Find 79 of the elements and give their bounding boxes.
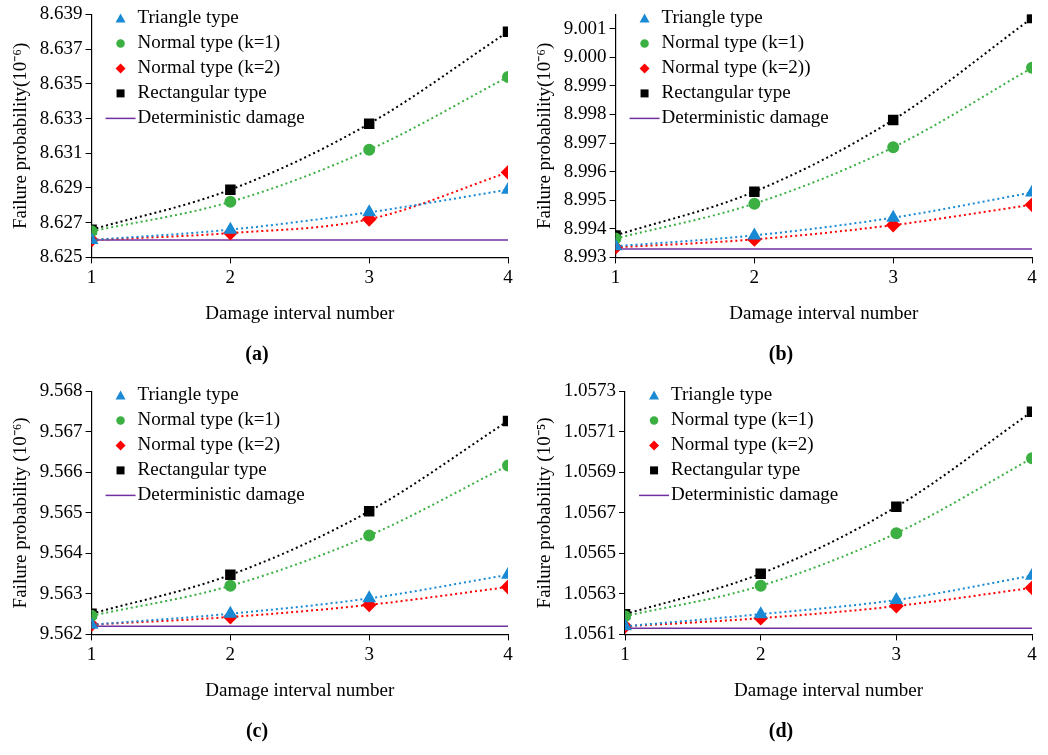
legend-label: Normal type (k=1): [661, 31, 805, 54]
y-tick-label: 9.564: [39, 541, 84, 563]
legend-label: Rectangular type: [137, 81, 267, 103]
legend-label: Normal type (k=2)): [661, 56, 811, 79]
y-tick-label: 9.568: [39, 379, 83, 401]
x-axis-title: Damage interval number: [205, 301, 395, 323]
legend-label: Deterministic damage: [137, 106, 305, 128]
y-tick-label: 1.0571: [563, 419, 617, 441]
legend-label: Normal type (k=1): [137, 408, 281, 431]
y-tick-label: 1.0561: [563, 622, 617, 644]
y-tick-label: 8.998: [563, 102, 607, 124]
y-tick-label: 8.639: [39, 2, 83, 24]
y-tick-label: 8.637: [39, 37, 83, 59]
y-tick-label: 8.625: [39, 245, 83, 267]
y-tick-label: 8.993: [563, 245, 607, 267]
x-tick-label: 2: [225, 265, 236, 287]
y-tick-label: 9.565: [39, 500, 83, 522]
x-tick-label: 2: [749, 265, 760, 287]
x-tick-label: 3: [891, 642, 902, 664]
x-tick-label: 3: [888, 265, 898, 287]
x-tick-label: 3: [364, 265, 374, 287]
legend-label: Normal type (k=2): [137, 433, 281, 456]
x-tick-label: 4: [503, 642, 514, 664]
x-tick-label: 1: [86, 265, 97, 287]
legend-label: Deterministic damage: [137, 483, 305, 505]
x-tick-label: 1: [86, 642, 97, 664]
y-axis-title: Failure probability(10⁻⁶): [9, 42, 32, 230]
legend-label: Triangle type: [661, 6, 763, 28]
text: (d): [768, 719, 794, 743]
y-tick-label: 9.567: [39, 419, 83, 441]
legend-label: Triangle type: [671, 383, 773, 405]
legend-label: Triangle type: [137, 383, 239, 405]
y-tick-label: 8.996: [563, 159, 607, 181]
x-tick-label: 4: [503, 265, 514, 287]
y-axis-title: Failure probability (10⁻⁶): [9, 417, 32, 609]
x-tick-label: 1: [610, 265, 621, 287]
legend-label: Normal type (k=2): [137, 56, 281, 79]
y-tick-label: 9.562: [39, 622, 83, 644]
y-tick-label: 9.563: [39, 581, 83, 603]
x-axis-title: Damage interval number: [205, 678, 395, 700]
y-tick-label: 8.627: [39, 210, 83, 232]
y-tick-label: 8.995: [563, 188, 607, 210]
y-tick-label: 8.635: [39, 71, 83, 93]
y-tick-label: 9.000: [563, 45, 607, 67]
legend-label: Normal type (k=1): [671, 408, 814, 431]
y-tick-label: 8.633: [39, 106, 83, 128]
y-tick-label: 8.999: [563, 73, 607, 95]
y-tick-label: 8.629: [39, 175, 83, 197]
y-tick-label: 9.566: [39, 460, 83, 482]
y-tick-label: 1.0573: [563, 379, 617, 401]
y-tick-label: 1.0565: [563, 541, 617, 563]
legend-label: Normal type (k=1): [137, 31, 281, 54]
y-axis-title: Failure probability (10⁻⁵): [533, 417, 556, 609]
y-tick-label: 1.0569: [563, 460, 617, 482]
text: (c): [245, 719, 269, 743]
y-tick-label: 8.631: [39, 141, 83, 163]
y-tick-label: 8.997: [563, 131, 607, 153]
x-tick-label: 4: [1027, 642, 1038, 664]
y-tick-label: 8.994: [563, 216, 608, 238]
legend-label: Normal type (k=2): [671, 433, 814, 456]
text: (a): [245, 342, 269, 366]
legend-label: Rectangular type: [671, 458, 801, 480]
legend-label: Triangle type: [137, 6, 239, 28]
y-axis-title: Failure probability(10⁻⁶): [533, 42, 556, 230]
x-tick-label: 4: [1027, 265, 1038, 287]
legend-label: Rectangular type: [137, 458, 267, 480]
x-tick-label: 2: [225, 642, 236, 664]
legend-label: Deterministic damage: [671, 483, 839, 505]
y-tick-label: 1.0567: [563, 500, 617, 522]
x-tick-label: 2: [755, 642, 766, 664]
legend-label: Rectangular type: [661, 81, 791, 103]
legend-label: Deterministic damage: [661, 106, 829, 128]
text: (b): [768, 342, 794, 366]
x-axis-title: Damage interval number: [734, 678, 924, 700]
x-tick-label: 1: [620, 642, 630, 664]
x-axis-title: Damage interval number: [729, 301, 919, 323]
y-tick-label: 1.0563: [563, 581, 617, 603]
x-tick-label: 3: [364, 642, 374, 664]
y-tick-label: 9.001: [563, 16, 607, 38]
